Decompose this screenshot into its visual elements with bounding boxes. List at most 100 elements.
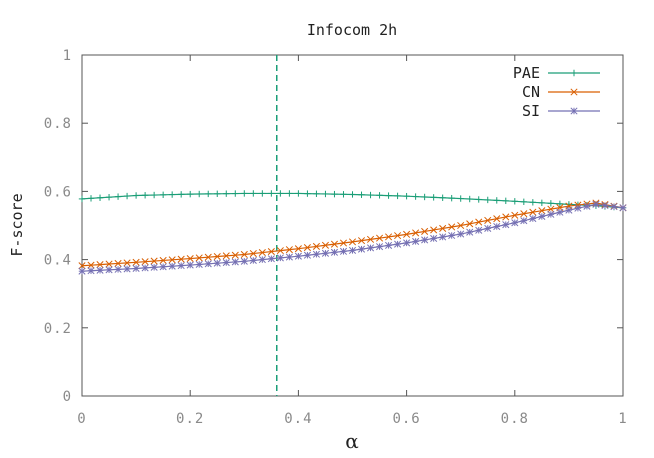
data-point-si [186,261,194,269]
data-point-si [394,240,402,248]
data-point-cn [114,259,122,268]
data-point-si [421,236,429,244]
data-point-cn [195,254,203,262]
data-point-pae [87,195,95,202]
data-point-pae [96,194,104,201]
data-point-pae [295,190,302,197]
data-point-cn [294,245,302,253]
data-point-si [619,204,627,212]
data-point-si [357,245,366,253]
data-point-pae [196,190,203,198]
legend-marker-si [570,107,578,115]
data-point-si [195,260,203,268]
data-point-pae [114,193,122,200]
data-point-cn [366,235,375,243]
data-point-pae [493,197,500,204]
data-point-si [96,266,104,274]
data-point-cn [385,233,393,241]
data-point-pae [502,197,509,205]
data-point-cn [258,248,266,257]
data-point-si [430,234,438,243]
data-point-cn [132,258,140,266]
data-point-si [529,215,537,223]
data-point-pae [331,190,338,198]
data-point-cn [529,208,537,216]
data-point-cn [502,213,510,221]
data-point-si [592,200,600,208]
data-point-cn [403,230,411,238]
data-point-cn [123,259,131,267]
data-point-pae [484,196,491,204]
data-point-si [249,256,257,265]
data-point-si [403,239,411,247]
axis-ticks [81,54,624,397]
data-point-si [105,266,113,274]
data-point-cn [484,216,492,224]
series-si [78,200,627,275]
data-point-cn [439,224,447,233]
data-point-pae [304,190,311,197]
data-point-pae [123,192,131,200]
data-point-pae [358,191,365,198]
data-point-cn [448,223,456,231]
data-point-pae [511,198,518,205]
data-point-pae [430,194,437,201]
y-tick-label: 1 [63,48,72,64]
data-point-cn [547,205,555,213]
data-point-cn [96,261,104,269]
data-point-si [538,212,546,221]
data-point-pae [421,193,428,201]
data-point-cn [186,255,194,263]
data-point-pae [286,190,293,197]
data-point-cn [276,247,284,255]
data-point-si [385,241,393,249]
data-point-pae [520,198,528,206]
data-point-pae [223,190,230,197]
data-point-si [547,210,555,218]
data-point-si [348,246,357,254]
data-point-cn [339,239,348,247]
y-tick-label: 0.2 [44,321,72,337]
data-point-si [132,264,140,273]
data-point-si [493,222,501,231]
data-point-si [412,237,420,245]
data-point-si [466,228,474,236]
data-point-pae [205,190,212,198]
legend-marker-cn [570,88,578,96]
data-point-pae [159,191,167,199]
data-point-si [204,260,212,268]
data-point-si [321,249,330,257]
data-point-pae [78,195,86,203]
data-point-pae [439,194,446,201]
data-point-si [213,259,221,267]
data-point-pae [349,191,356,198]
data-point-si [285,253,293,261]
data-point-cn [412,229,420,237]
data-point-si [574,204,582,212]
data-point-si [312,250,320,258]
data-point-cn [375,234,384,242]
data-point-pae [556,200,564,208]
data-point-si [330,248,339,256]
legend-label-pae: PAE [513,64,540,82]
series-cn [78,199,627,270]
data-point-si [240,257,248,265]
data-point-si [222,259,230,267]
data-point-pae [547,200,555,207]
x-tick-label: 0.4 [284,411,312,427]
data-point-pae [132,192,140,199]
x-tick-label: 0.8 [501,411,529,427]
data-point-si [114,265,122,273]
data-point-cn [204,253,212,261]
data-point-cn [421,227,429,235]
chart-title: Infocom 2h [307,21,397,39]
data-point-cn [240,250,248,259]
data-point-pae [385,192,392,199]
data-point-si [457,230,465,238]
data-point-si [565,206,573,214]
data-point-cn [394,232,402,240]
data-point-pae [394,192,401,200]
x-axis-label: α [345,429,359,453]
x-tick-label: 0.6 [392,411,420,427]
